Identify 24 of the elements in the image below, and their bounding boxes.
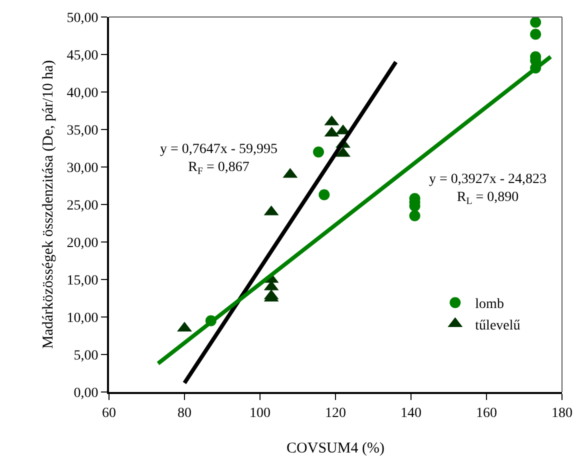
y-tick-label: 35,00 (66, 123, 98, 138)
x-tick-label: 140 (400, 406, 422, 421)
x-tick-label: 80 (178, 406, 192, 421)
x-tick-label: 160 (476, 406, 497, 421)
x-axis-title: COVSUM4 (%) (286, 440, 384, 456)
x-tick-label: 180 (552, 406, 572, 421)
x-tick-label: 120 (325, 406, 346, 421)
y-tick-label: 40,00 (66, 86, 98, 101)
y-tick-label: 0,00 (74, 386, 98, 401)
x-tick-label: 100 (250, 406, 270, 421)
y-tick-label: 25,00 (66, 198, 98, 214)
annotation: y = 0,3927x - 24,823 R$_{L}$ = 0,890 (429, 172, 547, 208)
legend-label: lomb (475, 297, 504, 312)
annotation: y = 0,7647x - 59,995 R$_{F}$ = 0,867 (160, 142, 278, 178)
legend-label: tűlevelű (475, 318, 520, 334)
y-tick-label: 10,00 (66, 310, 98, 326)
y-tick-label: 45,00 (66, 48, 98, 64)
y-tick-label: 5,00 (74, 348, 98, 364)
y-tick-label: 15,00 (66, 273, 98, 288)
y-tick-label: 50,00 (66, 10, 98, 26)
y-tick-label: 30,00 (66, 160, 98, 176)
y-axis-title: Madárközösségek összdenzitása (De, pár/10 ha) (40, 60, 56, 349)
y-tick-label: 20,00 (66, 236, 98, 251)
x-tick-label: 60 (102, 406, 116, 421)
